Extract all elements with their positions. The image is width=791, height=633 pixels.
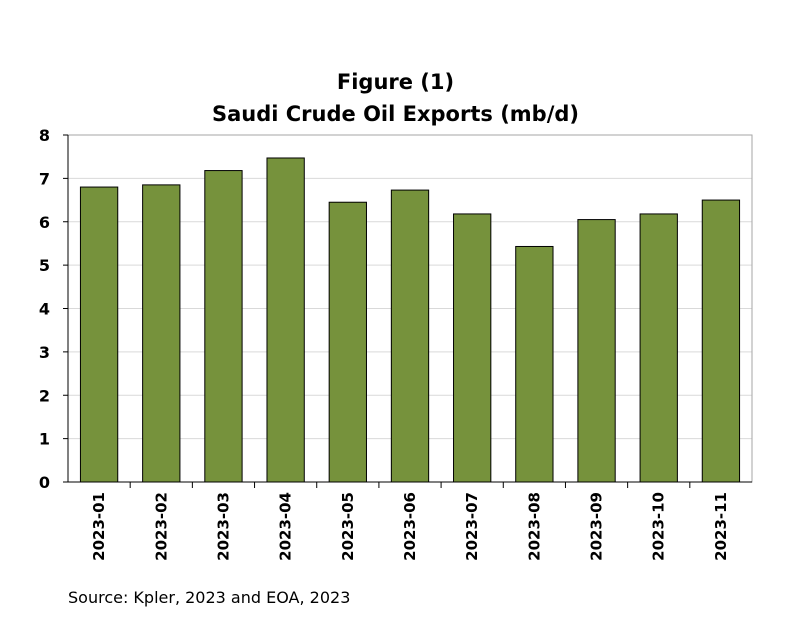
bar-2023-09 [577,219,616,483]
bars [79,157,741,483]
source-note: Source: Kpler, 2023 and EOA, 2023 [68,588,351,607]
bar-2023-10 [639,213,678,483]
x-tick-label: 2023-03 [214,492,232,561]
bar-2023-01 [79,186,119,483]
y-tick-label: 8 [39,126,50,145]
bar-2023-05 [328,201,367,483]
y-tick-label: 2 [39,386,50,405]
y-tick-label: 7 [39,169,50,188]
y-tick-label: 5 [39,256,50,275]
x-tick-label: 2023-10 [650,492,668,561]
chart-subtitle: Saudi Crude Oil Exports (mb/d) [211,102,580,126]
x-tick-label: 2023-01 [90,492,108,561]
bar-2023-11 [701,199,741,483]
x-tick-label: 2023-05 [339,492,357,561]
x-tick-label: 2023-08 [525,492,543,561]
y-tick-label: 3 [39,343,50,362]
y-tick-label: 6 [39,213,50,232]
chart-title: Figure (1) [336,70,455,94]
bar-2023-06 [390,189,430,483]
y-tick-label: 1 [39,430,50,449]
bar-2023-04 [266,157,305,483]
bar-2023-03 [204,170,243,483]
x-tick-label: 2023-11 [712,492,730,561]
x-tick-label: 2023-02 [152,492,170,561]
x-tick-label: 2023-09 [588,492,606,561]
x-tick-label: 2023-06 [401,492,419,561]
x-tick-label: 2023-04 [277,492,295,561]
y-axis-tick-labels: 0 1 2 3 4 5 6 7 8 [39,126,50,492]
bar-2023-08 [515,245,554,483]
y-tick-label: 4 [39,300,50,319]
x-axis-tick-labels: 2023-01 2023-02 2023-03 2023-04 2023-05 2023-… [90,492,730,561]
y-tick-label: 0 [39,473,50,492]
x-tick-label: 2023-07 [463,492,481,561]
axes [63,134,752,488]
bar-2023-02 [142,184,181,483]
bar-2023-07 [453,213,492,483]
